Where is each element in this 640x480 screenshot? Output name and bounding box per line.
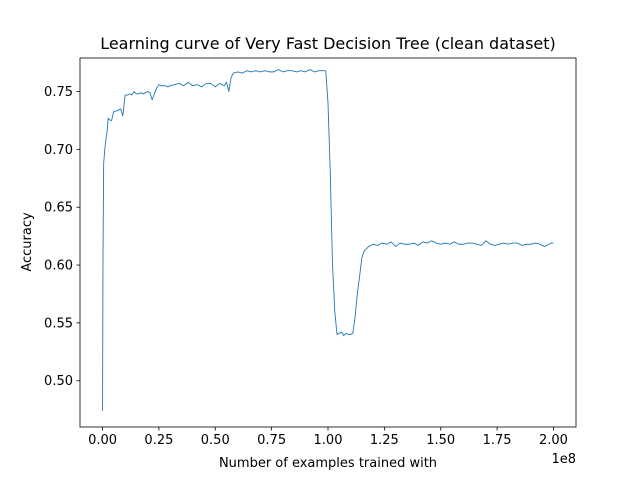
y-axis-ticks: 0.50 0.55 0.60 0.65 0.70 0.75 [44,85,80,389]
x-tick-label: 0.50 [201,433,230,448]
x-axis-ticks: 0.00 0.25 0.50 0.75 1.00 1.25 1.50 1.75 2.00 [88,427,568,448]
y-tick-label: 0.65 [44,201,73,216]
x-tick-label: 1.00 [314,433,343,448]
x-axis-offset-label: 1e8 [551,452,576,467]
x-tick-label: 1.50 [426,433,455,448]
x-tick-label: 1.25 [370,433,399,448]
x-tick-label: 0.00 [88,433,117,448]
y-tick-label: 0.75 [44,85,73,100]
y-axis-label: Accuracy [20,212,35,272]
series-line-0 [102,69,554,411]
x-axis-label: Number of examples trained with [219,456,437,471]
plot-frame [79,57,577,428]
y-tick-label: 0.60 [44,259,73,274]
x-tick-label: 2.00 [539,433,568,448]
y-tick-label: 0.50 [44,374,73,389]
plot-area [102,69,554,411]
x-tick-label: 0.75 [257,433,286,448]
x-tick-label: 1.75 [483,433,512,448]
chart-title: Learning curve of Very Fast Decision Tre… [100,34,556,53]
y-tick-label: 0.70 [44,143,73,158]
x-tick-label: 0.25 [144,433,173,448]
y-tick-label: 0.55 [44,316,73,331]
